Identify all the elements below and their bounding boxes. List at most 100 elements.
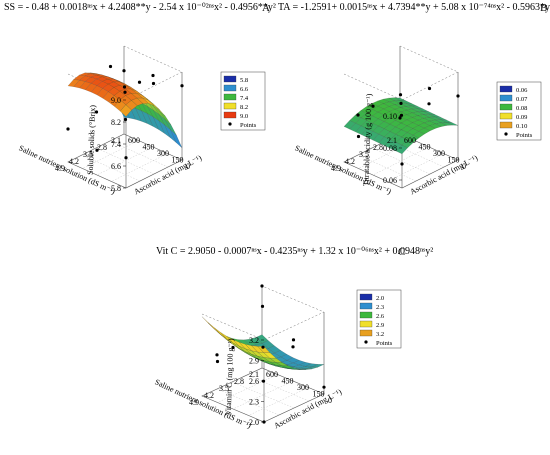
x-tick-label: 300 <box>433 149 445 158</box>
x-tick-label: 150 <box>313 390 325 399</box>
legend-swatch <box>359 329 373 337</box>
x-tick-label: 150 <box>448 156 460 165</box>
panel-letter-a: A <box>262 2 270 14</box>
equation-a: SS = - 0.48 + 0.0018ⁿˢx + 4.2408**y - 2.… <box>4 2 276 13</box>
data-point <box>215 353 219 357</box>
legend-label: 0.07 <box>516 96 528 103</box>
x-tick-label: 0 <box>462 162 466 171</box>
legend-swatch <box>499 103 513 111</box>
data-point <box>123 90 127 94</box>
data-point <box>108 64 113 69</box>
z-axis-label: Titratable acidity (g 100 g⁻¹) <box>361 93 373 186</box>
surface-patch <box>257 346 271 353</box>
legend: 0.06 0.07 0.08 0.09 0.10 Points <box>496 81 542 141</box>
x-tick-label: 0 <box>186 162 190 171</box>
data-point <box>151 73 155 78</box>
data-point <box>66 127 70 131</box>
z-tick-label: 0.06 <box>383 176 397 185</box>
legend-label: 5.8 <box>240 77 248 84</box>
legend-swatch <box>223 111 237 119</box>
legend-label: 2.0 <box>376 295 384 302</box>
floor-grid-line <box>231 381 295 409</box>
y-tick-label: 4.2 <box>345 157 355 166</box>
data-point <box>260 304 265 308</box>
data-point <box>456 94 460 98</box>
floor-grid-line <box>248 387 309 416</box>
legend: 2.0 2.3 2.6 2.9 3.2 Points <box>356 289 402 349</box>
legend-label: 0.09 <box>516 114 527 121</box>
surface-patch <box>214 327 227 339</box>
floor-grid-line <box>246 374 310 402</box>
z-tick-label: 2.0 <box>249 418 259 427</box>
data-point <box>291 338 296 342</box>
plot-box <box>201 285 325 423</box>
y-tick-label: 4.2 <box>69 157 79 166</box>
legend-swatch <box>223 102 237 110</box>
data-point <box>124 156 128 160</box>
data-point <box>94 110 99 114</box>
data-point <box>137 80 142 84</box>
top-outline <box>343 45 459 101</box>
data-point <box>356 134 361 139</box>
legend-swatch <box>223 75 237 83</box>
floor-grid-line <box>96 146 154 176</box>
legend-label: 6.6 <box>240 86 249 93</box>
x-tick-label: 0 <box>328 396 332 405</box>
x-tick-label: 450 <box>143 143 155 152</box>
legend-label: 0.06 <box>516 87 528 94</box>
z-tick-label: 2.9 <box>249 357 259 366</box>
legend-label: 8.2 <box>240 104 248 111</box>
data-point <box>151 81 156 86</box>
floor-outline <box>67 133 183 189</box>
x-tick-label: 450 <box>282 377 294 386</box>
floor-grid-line <box>372 146 430 176</box>
y-tick-label: 4.9 <box>331 164 341 173</box>
legend-label: 0.08 <box>516 105 527 112</box>
response-surface <box>343 97 459 155</box>
legend-swatch <box>223 93 237 101</box>
z-tick-label: 3.2 <box>249 336 259 345</box>
data-point <box>427 86 432 91</box>
legend-point-marker <box>228 122 232 126</box>
legend-label: 2.6 <box>376 313 385 320</box>
legend-label: Points <box>516 132 533 139</box>
legend-label: Points <box>240 122 257 129</box>
y-tick-label: 4.2 <box>204 391 214 400</box>
x-tick-label: 600 <box>404 136 416 145</box>
legend-point-marker <box>504 132 508 136</box>
floor-grid-line <box>217 374 278 403</box>
y-tick-label: 3.5 <box>359 150 369 159</box>
z-tick-label: 0.10 <box>383 112 397 121</box>
data-point <box>399 101 403 105</box>
legend-swatch <box>359 320 373 328</box>
z-tick-label: 7.4 <box>111 140 121 149</box>
data-point <box>427 102 431 106</box>
x-tick-label: 300 <box>297 383 309 392</box>
legend: 5.8 6.6 7.4 8.2 9.0 Points <box>220 71 266 131</box>
x-tick-label: 300 <box>157 149 169 158</box>
surface-patch <box>208 322 221 335</box>
y-tick-label: 4.9 <box>189 398 199 407</box>
y-tick-label: 2.8 <box>97 143 107 152</box>
z-axis: 0.06 0.08 0.10 Titratable acidity (g 100 g⁻… <box>361 93 402 186</box>
data-point <box>260 284 264 288</box>
legend-label: 3.2 <box>376 331 384 338</box>
data-point <box>398 93 403 97</box>
data-point <box>122 69 126 73</box>
y-tick-label: 2.8 <box>234 377 244 386</box>
legend-label: 7.4 <box>240 95 249 102</box>
x-tick-label: 600 <box>266 370 278 379</box>
response-surface <box>67 72 183 148</box>
z-tick-label: 2.3 <box>249 398 259 407</box>
legend-swatch <box>499 85 513 93</box>
legend-swatch <box>359 302 373 310</box>
floor-grid-line <box>82 140 139 169</box>
y-tick-label: 4.9 <box>55 164 65 173</box>
surface-patch <box>395 144 408 155</box>
z-axis-label: Soluble solids (°Brix) <box>86 105 97 175</box>
legend-label: 2.9 <box>376 322 384 329</box>
soluble-solids-surface-chart: 5.8 6.6 7.4 8.2 9.0 Soluble solids (°Brix) 015… <box>17 45 266 196</box>
